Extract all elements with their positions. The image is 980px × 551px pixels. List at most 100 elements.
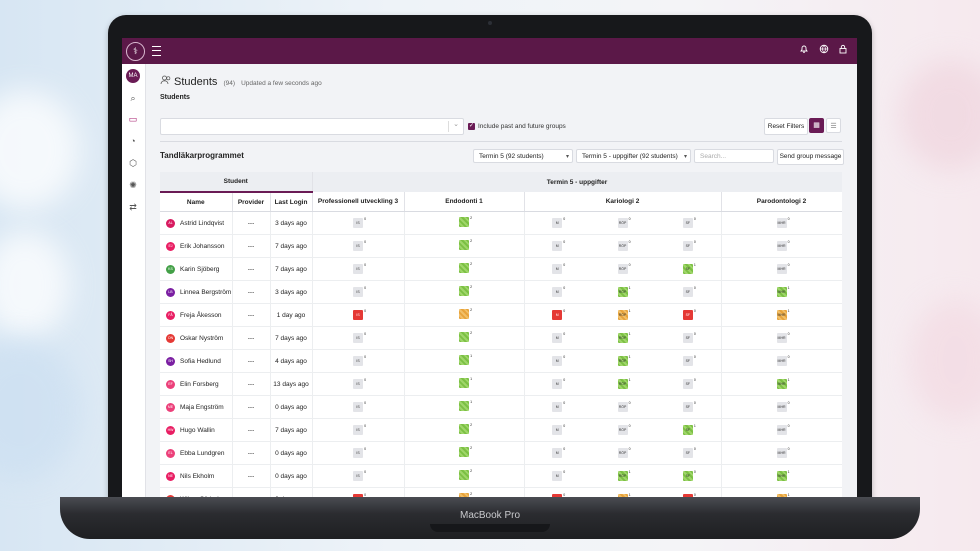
student-name-cell[interactable]: EL Ebba Lundgren xyxy=(160,441,233,465)
task-status-cell[interactable]: IS0 xyxy=(353,493,366,497)
include-groups-checkbox[interactable]: ✓ xyxy=(468,123,475,130)
col-header-name[interactable]: Name xyxy=(160,192,233,212)
table-row[interactable]: EJ Erik Johansson --- 7 days ago IS 0 2 M 0 RÖP 0 S… xyxy=(160,234,842,258)
grid-view-icon[interactable]: ▦ xyxy=(809,118,824,133)
table-row[interactable]: KS Karin Sjöberg --- 7 days ago IS 0 2 M 0 RÖP 0 SF… xyxy=(160,257,842,281)
student-name-cell[interactable]: EJ Erik Johansson xyxy=(160,234,233,258)
task-select[interactable]: Termin 5 - uppgifter (92 students) ▾ xyxy=(576,149,691,163)
cube-icon[interactable]: ⬡ xyxy=(129,158,137,168)
task-status-cell[interactable]: RÖP 0 xyxy=(617,217,631,228)
search-input[interactable]: ⌄ xyxy=(160,118,464,135)
task-status-cell[interactable]: MHR 0 xyxy=(776,240,790,251)
chart-icon[interactable]: ◔ xyxy=(130,136,136,146)
task-status-cell[interactable]: M0 xyxy=(552,493,565,497)
col-header-course[interactable]: Parodontologi 2 xyxy=(721,192,842,212)
student-name-cell[interactable]: EF Elin Forsberg xyxy=(160,372,233,396)
bell-icon[interactable] xyxy=(799,44,809,57)
table-row[interactable]: EF Elin Forsberg --- 13 days ago IS 0 1 M 0 RÖP 1 S… xyxy=(160,372,842,396)
send-group-message-button[interactable]: Send group message xyxy=(777,149,844,165)
task-status-cell[interactable]: RÖP 0 xyxy=(617,447,631,458)
shuffle-icon[interactable]: ⇄ xyxy=(129,202,137,212)
task-status-cell[interactable]: SF 1 xyxy=(682,424,696,435)
task-status-cell[interactable]: MHR 0 xyxy=(776,401,790,412)
student-name-cell[interactable]: ON Oskar Nyström xyxy=(160,326,233,350)
task-status-cell[interactable]: 2 xyxy=(459,446,472,457)
task-status-cell[interactable]: 2 xyxy=(459,308,472,319)
col-header-last-login[interactable]: Last Login xyxy=(270,192,313,212)
task-status-cell[interactable]: SF 1 xyxy=(682,263,696,274)
table-row[interactable]: AL Astrid Lindqvist --- 3 days ago IS 0 2 M 0 RÖP… xyxy=(160,211,842,235)
task-status-cell[interactable]: 2 xyxy=(459,285,472,296)
student-name-cell[interactable]: WS Wilma Söderberg xyxy=(160,487,233,497)
hamburger-icon[interactable] xyxy=(152,46,161,56)
task-status-cell[interactable]: RÖP 0 xyxy=(617,240,631,251)
task-status-cell[interactable]: MHR 0 xyxy=(776,355,790,366)
task-status-cell[interactable]: MHR 0 xyxy=(776,263,790,274)
task-status-cell[interactable]: SF0 xyxy=(682,493,696,497)
task-status-cell[interactable]: MHR 0 xyxy=(776,424,790,435)
task-status-cell[interactable]: 2 xyxy=(459,239,472,250)
student-name-cell[interactable]: NE Nils Ekholm xyxy=(160,464,233,488)
monitor-icon[interactable]: ▭ xyxy=(128,114,138,124)
table-row[interactable]: FÅ Freja Åkesson --- 1 day ago IS 0 2 M 0 RÖP 1 SF 0… xyxy=(160,303,842,327)
reset-filters-button[interactable]: Reset Filters xyxy=(764,118,808,135)
col-header-course[interactable]: Professionell utveckling 3 xyxy=(312,192,405,212)
task-status-cell[interactable]: RÖP 0 xyxy=(617,424,631,435)
task-status-cell[interactable]: 2 xyxy=(459,423,472,434)
task-status-cell[interactable]: MHR 0 xyxy=(776,332,790,343)
lock-icon[interactable] xyxy=(838,44,848,57)
student-name-cell[interactable]: LB Linnea Bergström xyxy=(160,280,233,304)
task-status-cell[interactable]: 2 xyxy=(459,331,472,342)
table-row[interactable]: ON Oskar Nyström --- 7 days ago IS 0 2 M 0 RÖP 1 SF… xyxy=(160,326,842,350)
task-status-cell[interactable]: 1 xyxy=(459,377,472,388)
globe-icon[interactable] xyxy=(819,44,829,57)
avatar[interactable]: MA xyxy=(126,69,140,83)
task-status-cell[interactable]: 2 xyxy=(459,492,472,497)
table-row[interactable]: LB Linnea Bergström --- 3 days ago IS 0 2 M 0 RÖP… xyxy=(160,280,842,304)
chevron-down-icon[interactable]: ⌄ xyxy=(453,121,459,128)
logo-icon[interactable]: ⚕ xyxy=(126,42,145,61)
task-status-cell[interactable]: 2 xyxy=(459,216,472,227)
student-search-input[interactable]: Search... xyxy=(694,149,774,163)
student-name-cell[interactable]: ME Maja Engström xyxy=(160,395,233,419)
list-view-icon[interactable]: ☰ xyxy=(826,118,841,133)
col-header-provider[interactable]: Provider xyxy=(232,192,271,212)
student-name-cell[interactable]: HW Hugo Wallin xyxy=(160,418,233,442)
student-name-cell[interactable]: FÅ Freja Åkesson xyxy=(160,303,233,327)
